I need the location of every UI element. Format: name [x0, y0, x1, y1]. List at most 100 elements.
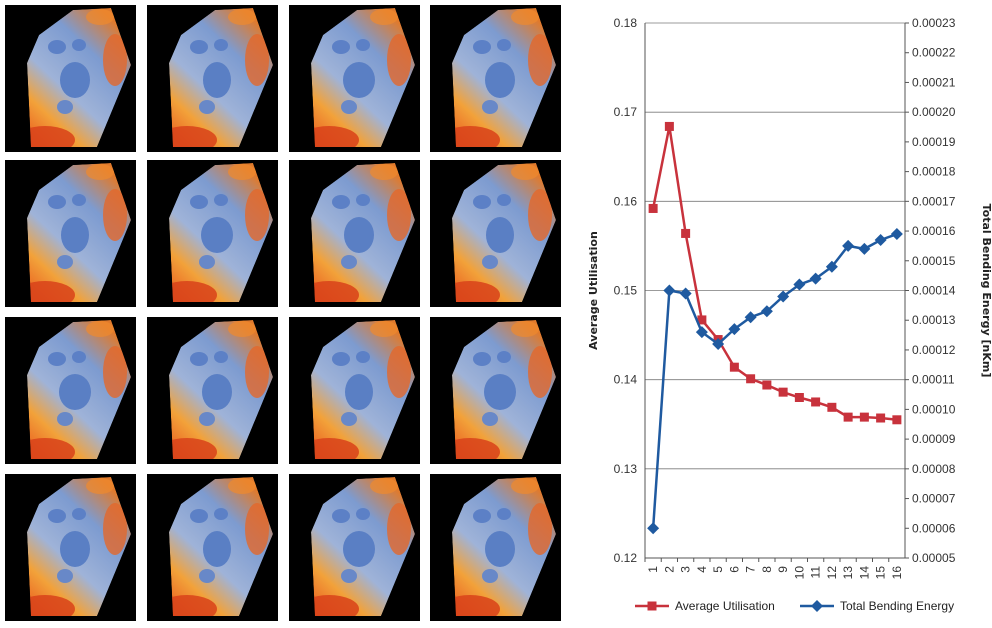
right-tick-label: 0.00007 — [912, 492, 956, 506]
heatmap-panel-7 — [289, 160, 420, 307]
right-tick-label: 0.00021 — [912, 75, 956, 89]
point-average-utilisation — [892, 415, 902, 425]
right-tick-label: 0.00009 — [912, 432, 956, 446]
point-total-bending-energy — [858, 242, 871, 255]
point-average-utilisation — [794, 393, 804, 402]
legend-marker-total-bending-energy — [811, 600, 823, 612]
series-line-total-bending-energy — [651, 232, 898, 529]
dual-axis-line-chart: 0.12 0.13 0.14 0.15 0.16 0.17 0.18 0.00005 0.000… — [575, 0, 992, 623]
x-tick-label: 10 — [792, 566, 806, 580]
point-average-utilisation — [778, 387, 788, 397]
chart-axes: 0.12 0.13 0.14 0.15 0.16 0.17 0.18 0.00005 0.000… — [587, 16, 992, 579]
right-tick-label: 0.00020 — [912, 105, 956, 119]
heatmap-panel-1 — [5, 5, 136, 152]
point-average-utilisation — [843, 412, 853, 422]
chart-legend: Average Utilisation Total Bending Energy — [635, 599, 954, 613]
point-total-bending-energy — [728, 323, 741, 336]
x-tick-label: 8 — [760, 566, 774, 573]
x-tick-label: 11 — [809, 566, 823, 579]
heatmap-panel-12 — [430, 317, 561, 464]
point-average-utilisation — [664, 121, 674, 131]
right-tick-label: 0.00006 — [912, 521, 956, 535]
right-tick-label: 0.00011 — [912, 373, 955, 387]
right-tick-label: 0.00008 — [912, 462, 956, 476]
point-total-bending-energy — [842, 239, 855, 252]
point-average-utilisation — [697, 315, 707, 325]
point-total-bending-energy — [760, 305, 773, 318]
heatmap-panel-13 — [5, 474, 136, 621]
left-tick-label: 0.14 — [614, 373, 638, 387]
chart-series — [647, 121, 903, 535]
point-total-bending-energy — [695, 326, 708, 339]
x-tick-label: 1 — [646, 566, 660, 573]
point-average-utilisation — [681, 228, 691, 238]
left-tick-label: 0.15 — [614, 284, 638, 298]
x-tick-label: 6 — [727, 566, 741, 573]
heatmap-panel-11 — [289, 317, 420, 464]
point-average-utilisation — [859, 412, 869, 422]
point-total-bending-energy — [679, 287, 692, 300]
point-total-bending-energy — [890, 228, 903, 241]
point-total-bending-energy — [809, 272, 822, 285]
heatmap-panel-9 — [5, 317, 136, 464]
point-total-bending-energy — [744, 311, 757, 324]
series-line-average-utilisation — [651, 126, 898, 422]
heatmap-panel-8 — [430, 160, 561, 307]
right-tick-label: 0.00017 — [912, 194, 956, 208]
heatmap-panel-10 — [147, 317, 278, 464]
x-tick-label: 16 — [890, 566, 904, 580]
legend-label-average-utilisation: Average Utilisation — [675, 599, 775, 613]
right-tick-label: 0.00012 — [912, 343, 956, 357]
chart-svg: 0.12 0.13 0.14 0.15 0.16 0.17 0.18 0.00005 0.000… — [587, 16, 992, 613]
point-average-utilisation — [746, 374, 756, 384]
right-tick-label: 0.00023 — [912, 16, 956, 30]
right-tick-label: 0.00016 — [912, 224, 956, 238]
heatmap-panel-5 — [5, 160, 136, 307]
legend-marker-average-utilisation — [647, 601, 657, 611]
right-tick-label: 0.00013 — [912, 313, 956, 327]
right-tick-label: 0.00022 — [912, 46, 956, 60]
point-total-bending-energy — [777, 290, 790, 303]
right-tick-label: 0.00018 — [912, 165, 956, 179]
point-total-bending-energy — [663, 284, 676, 297]
left-axis-title: Average Utilisation — [587, 231, 600, 350]
heatmap-panel-16 — [430, 474, 561, 621]
x-tick-label: 2 — [662, 566, 676, 573]
point-total-bending-energy — [712, 338, 725, 350]
x-tick-label: 7 — [744, 566, 758, 573]
right-tick-label: 0.00010 — [912, 402, 956, 416]
x-tick-label: 12 — [825, 566, 839, 580]
x-tick-label: 15 — [874, 566, 888, 580]
x-tick-label: 14 — [857, 566, 871, 580]
heatmap-panel-15 — [289, 474, 420, 621]
point-average-utilisation — [876, 413, 886, 423]
point-total-bending-energy — [874, 233, 887, 246]
left-tick-label: 0.18 — [614, 16, 638, 30]
right-tick-label: 0.00005 — [912, 551, 956, 565]
point-average-utilisation — [648, 203, 658, 213]
x-tick-label: 9 — [776, 566, 790, 573]
x-tick-label: 4 — [695, 566, 709, 573]
left-tick-label: 0.13 — [614, 462, 638, 476]
x-tick-label: 3 — [679, 566, 693, 573]
left-tick-label: 0.17 — [614, 105, 638, 119]
right-tick-label: 0.00015 — [912, 254, 956, 268]
heatmap-panel-4 — [430, 5, 561, 152]
point-total-bending-energy — [793, 278, 806, 291]
right-tick-label: 0.00019 — [912, 135, 956, 149]
heatmap-panel-6 — [147, 160, 278, 307]
right-tick-label: 0.00014 — [912, 284, 956, 298]
x-tick-label: 13 — [841, 566, 855, 580]
point-total-bending-energy — [825, 260, 838, 273]
legend-label-total-bending-energy: Total Bending Energy — [840, 599, 954, 613]
left-tick-label: 0.12 — [614, 551, 638, 565]
heatmap-panel-2 — [147, 5, 278, 152]
heatmap-panel-grid — [5, 5, 561, 621]
heatmap-panel-3 — [289, 5, 420, 152]
point-average-utilisation — [811, 397, 821, 407]
point-average-utilisation — [729, 362, 739, 372]
x-tick-label: 5 — [711, 566, 725, 573]
point-average-utilisation — [827, 402, 837, 412]
right-axis-title: Total Bending Energy [nKm] — [980, 204, 992, 378]
point-total-bending-energy — [647, 522, 660, 535]
